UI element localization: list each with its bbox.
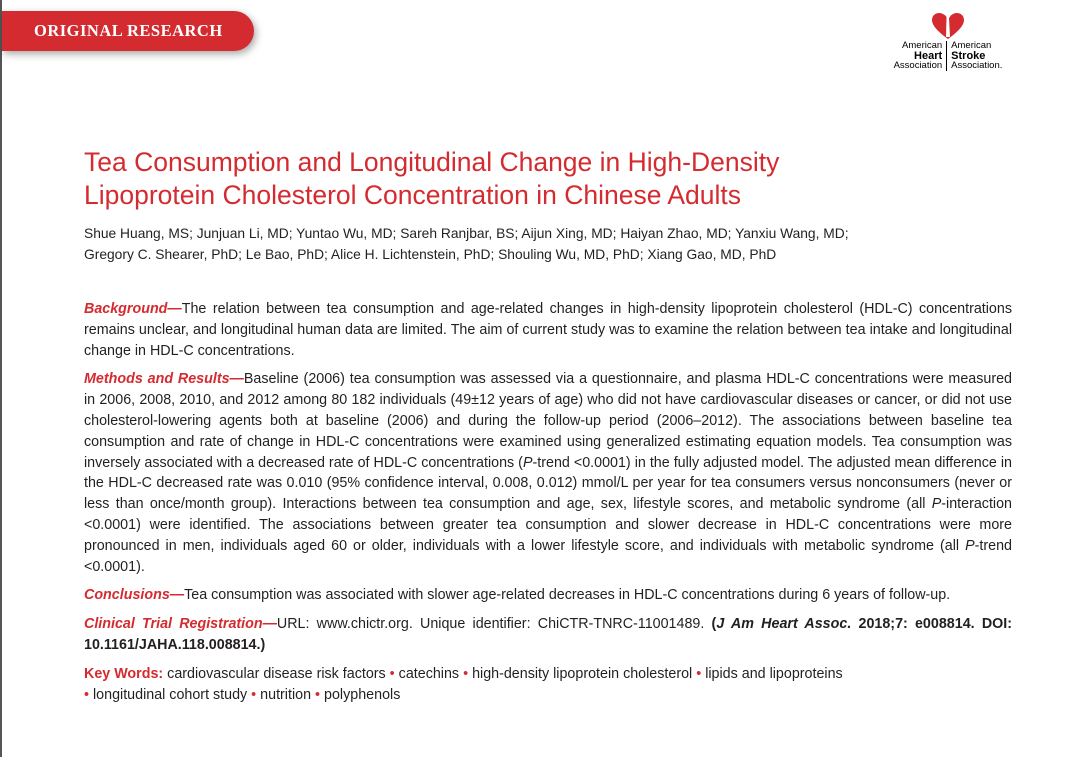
keyword: high-density lipoprotein cholesterol <box>472 665 693 682</box>
bullet-icon: • <box>389 665 395 682</box>
page-left-edge <box>0 0 2 757</box>
keyword: longitudinal cohort study <box>93 686 248 703</box>
keyword: cardiovascular disease risk factors <box>167 665 386 682</box>
abstract-methods-results: Methods and Results—Baseline (2006) tea … <box>84 371 1013 575</box>
bullet-icon: • <box>84 686 90 703</box>
bullet-icon: • <box>463 665 469 682</box>
section-label: Methods and Results— <box>84 371 244 388</box>
heart-torch-icon <box>932 10 964 39</box>
american-stroke-association-wordmark: American Stroke Association. <box>951 40 1003 71</box>
section-label: Clinical Trial Registration— <box>84 616 277 633</box>
keywords: Key Words: cardiovascular disease risk f… <box>84 664 1012 706</box>
aha-asa-logo: American Heart Association American Stro… <box>878 10 1018 76</box>
american-heart-association-wordmark: American Heart Association <box>894 41 948 71</box>
abstract-background: Background—The relation between tea cons… <box>84 301 1012 359</box>
keyword: polyphenols <box>324 686 401 703</box>
keywords-label: Key Words: <box>84 665 164 682</box>
section-label: Conclusions— <box>84 587 185 604</box>
citation: (J Am Heart Assoc. 2018;7: e008814. DOI:… <box>84 616 1012 653</box>
article-type-banner: ORIGINAL RESEARCH <box>2 11 254 51</box>
keyword: catechins <box>398 665 460 682</box>
abstract-trial-registration: Clinical Trial Registration—URL: www.chi… <box>84 616 1012 653</box>
article-title: Tea Consumption and Longitudinal Change … <box>84 147 780 210</box>
bullet-icon: • <box>251 686 257 703</box>
bullet-icon: • <box>315 686 321 703</box>
bullet-icon: • <box>696 665 702 682</box>
keyword: lipids and lipoproteins <box>705 665 843 682</box>
section-label: Background— <box>84 301 182 317</box>
abstract: Background—The relation between tea cons… <box>84 299 1012 713</box>
keyword: nutrition <box>260 686 312 703</box>
author-list: Shue Huang, MS; Junjuan Li, MD; Yuntao W… <box>84 226 849 262</box>
abstract-conclusions: Conclusions—Tea consumption was associat… <box>84 587 951 604</box>
